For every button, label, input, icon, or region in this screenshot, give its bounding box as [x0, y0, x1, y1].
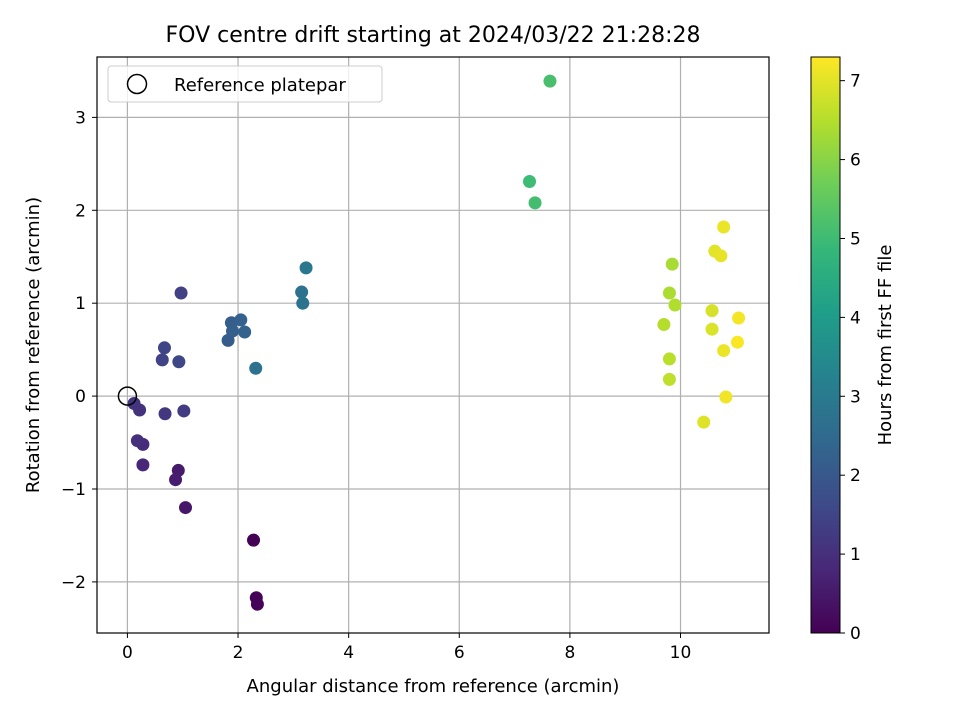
- data-point: [543, 74, 557, 88]
- colorbar-tick-label: 1: [850, 545, 861, 565]
- colorbar-tick-label: 5: [850, 229, 861, 249]
- data-point: [662, 352, 676, 366]
- data-point: [668, 298, 682, 312]
- data-point: [238, 325, 252, 339]
- y-axis-ticks: −2 −1 0 1 2 3: [61, 108, 97, 593]
- x-tick-label: 6: [454, 643, 465, 663]
- y-tick-label: 0: [75, 387, 86, 407]
- y-tick-label: −1: [61, 480, 86, 500]
- x-axis-ticks: 0 2 4 6 8 10: [122, 633, 691, 663]
- legend-box: [107, 65, 383, 103]
- data-point: [295, 285, 309, 299]
- data-point: [730, 335, 744, 349]
- data-point: [127, 397, 141, 411]
- y-axis-label: Rotation from reference (arcmin): [23, 197, 44, 493]
- plot-frame: [96, 56, 770, 634]
- data-point: [249, 361, 263, 375]
- x-tick-label: 4: [343, 643, 354, 663]
- data-point: [662, 372, 676, 386]
- colorbar-tick-label: 6: [850, 151, 861, 171]
- data-point: [665, 257, 679, 271]
- y-tick-label: 1: [75, 294, 86, 314]
- data-point: [697, 415, 711, 429]
- reference-platepar-marker: [117, 386, 138, 406]
- y-tick-label: 2: [75, 201, 86, 221]
- x-tick-label: 2: [233, 643, 244, 663]
- data-point: [174, 286, 188, 300]
- data-points: [127, 74, 746, 611]
- data-point: [523, 174, 537, 188]
- data-point: [172, 355, 186, 369]
- colorbar: [810, 56, 841, 634]
- y-tick-label: −2: [61, 573, 86, 593]
- x-tick-label: 10: [670, 643, 692, 663]
- data-point: [177, 404, 191, 418]
- y-tick-label: 3: [75, 108, 86, 128]
- data-point: [528, 196, 542, 210]
- data-point: [158, 407, 172, 421]
- data-point: [705, 322, 719, 336]
- colorbar-tick-label: 4: [850, 308, 861, 328]
- x-tick-label: 8: [564, 643, 575, 663]
- data-point: [130, 434, 144, 448]
- data-point: [657, 318, 671, 332]
- data-point: [662, 286, 676, 300]
- data-point: [169, 473, 183, 487]
- data-point: [714, 249, 728, 263]
- data-point: [299, 261, 313, 275]
- data-point: [296, 296, 310, 310]
- colorbar-tick-label: 2: [850, 466, 861, 486]
- colorbar-tick-label: 0: [850, 624, 861, 644]
- colorbar-label: Hours from first FF file: [875, 245, 896, 446]
- data-point: [234, 313, 248, 327]
- grid-lines: [97, 57, 769, 633]
- x-tick-label: 0: [122, 643, 133, 663]
- data-point: [250, 597, 264, 611]
- x-axis-label: Angular distance from reference (arcmin): [247, 676, 620, 697]
- data-point: [247, 533, 261, 547]
- data-point: [732, 311, 746, 325]
- legend-label: Reference platepar: [174, 75, 346, 96]
- data-point: [178, 501, 192, 515]
- legend: Reference platepar: [107, 65, 383, 103]
- data-point: [717, 344, 731, 358]
- data-point: [705, 304, 719, 318]
- data-point: [226, 324, 240, 338]
- chart-title: FOV centre drift starting at 2024/03/22 …: [166, 23, 701, 48]
- data-point: [157, 341, 171, 355]
- colorbar-tick-label: 7: [850, 72, 861, 92]
- data-point: [155, 353, 169, 367]
- legend-open-circle-marker: [126, 73, 148, 95]
- plot-background: [97, 57, 769, 633]
- colorbar-tick-label: 3: [850, 387, 861, 407]
- data-point: [717, 220, 731, 234]
- colorbar-ticks: 0 1 2 3 4 5 6 7: [840, 72, 861, 644]
- data-point: [136, 458, 150, 472]
- data-point: [719, 390, 733, 404]
